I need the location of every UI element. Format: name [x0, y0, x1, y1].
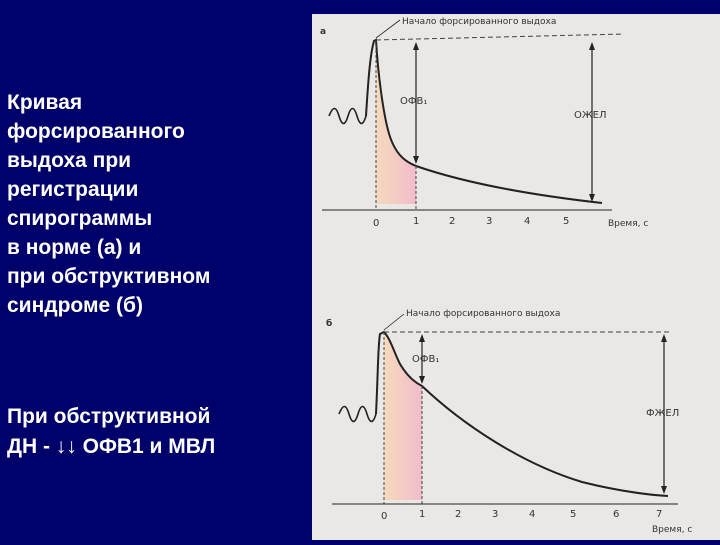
- time-label-a: Время, с: [608, 219, 648, 229]
- start-pointer-line: [383, 313, 405, 331]
- start-label-a: Начало форсированного выдоха: [402, 17, 556, 27]
- conclusion-text: При обструктивной ДН - ↓↓ ОФВ1 и МВЛ: [7, 402, 307, 462]
- title-line: в норме (а) и: [7, 236, 142, 259]
- tidal-breathing-wave: [338, 405, 377, 423]
- tick-label: 4: [524, 216, 530, 227]
- fev1-shaded-area: [384, 334, 422, 500]
- tick-label: 0: [381, 511, 387, 522]
- tick-label: 2: [449, 216, 455, 227]
- tick-label: 1: [413, 216, 419, 227]
- fvc-label-b: ФЖЕЛ: [646, 408, 679, 419]
- tick-label: 3: [486, 216, 492, 227]
- tick-label: 5: [563, 216, 569, 227]
- fev1-arrow-head-top: [413, 42, 419, 50]
- fev1-arrow-head-top: [419, 334, 425, 342]
- fev1-label-b: ОФВ₁: [412, 354, 439, 365]
- tick-label: 6: [613, 509, 619, 520]
- title-line: спирограммы: [7, 207, 153, 230]
- title-line: выдоха при: [7, 149, 132, 172]
- conclusion-line: ДН - ↓↓ ОФВ1 и МВЛ: [7, 435, 216, 458]
- fvc-arrow-head-top: [661, 334, 667, 342]
- title-line: синдроме (б): [7, 294, 143, 317]
- slide-title: Кривая форсированного выдоха при регистр…: [7, 88, 307, 320]
- fev1-arrow-head-bottom: [413, 156, 419, 164]
- title-line: форсированного: [7, 120, 185, 143]
- start-label-b: Начало форсированного выдоха: [406, 309, 560, 319]
- panel-b: б ОФВ₁ ФЖЕЛ Начало форсированного в: [326, 309, 692, 535]
- tick-label: 7: [656, 509, 662, 520]
- tidal-breathing-wave: [328, 107, 367, 125]
- spirogram-svg: а ОФВ₁ ОЖЕЛ Начало форсированного в: [320, 17, 692, 535]
- fev1-arrow-head-bottom: [419, 376, 425, 384]
- start-pointer-line: [375, 19, 401, 39]
- tick-label: 1: [419, 509, 425, 520]
- tick-label: 5: [570, 509, 576, 520]
- time-label-b: Время, с: [652, 525, 692, 535]
- tick-label: 3: [492, 509, 498, 520]
- tick-label: 2: [455, 509, 461, 520]
- fev1-label-a: ОФВ₁: [400, 96, 427, 107]
- fev1-shaded-area: [376, 40, 416, 204]
- title-line: при обструктивном: [7, 265, 211, 288]
- tick-label: 4: [529, 509, 535, 520]
- fvc-arrow-head-bottom: [661, 486, 667, 494]
- fvc-arrow-head-top: [589, 42, 595, 50]
- conclusion-line: При обструктивной: [7, 405, 211, 428]
- panel-b-label: б: [326, 318, 332, 329]
- fvc-label-a: ОЖЕЛ: [574, 110, 606, 121]
- spirogram-figure: а ОФВ₁ ОЖЕЛ Начало форсированного в: [312, 14, 720, 540]
- fvc-arrow-head-bottom: [589, 194, 595, 202]
- panel-a: а ОФВ₁ ОЖЕЛ Начало форсированного в: [320, 17, 648, 229]
- forced-expiration-curve: [375, 330, 669, 497]
- title-line: Кривая: [7, 91, 83, 114]
- tick-label: 0: [373, 218, 379, 229]
- title-line: регистрации: [7, 178, 139, 201]
- panel-a-label: а: [320, 27, 326, 37]
- top-dashed-line: [375, 33, 625, 41]
- forced-expiration-curve: [365, 38, 603, 204]
